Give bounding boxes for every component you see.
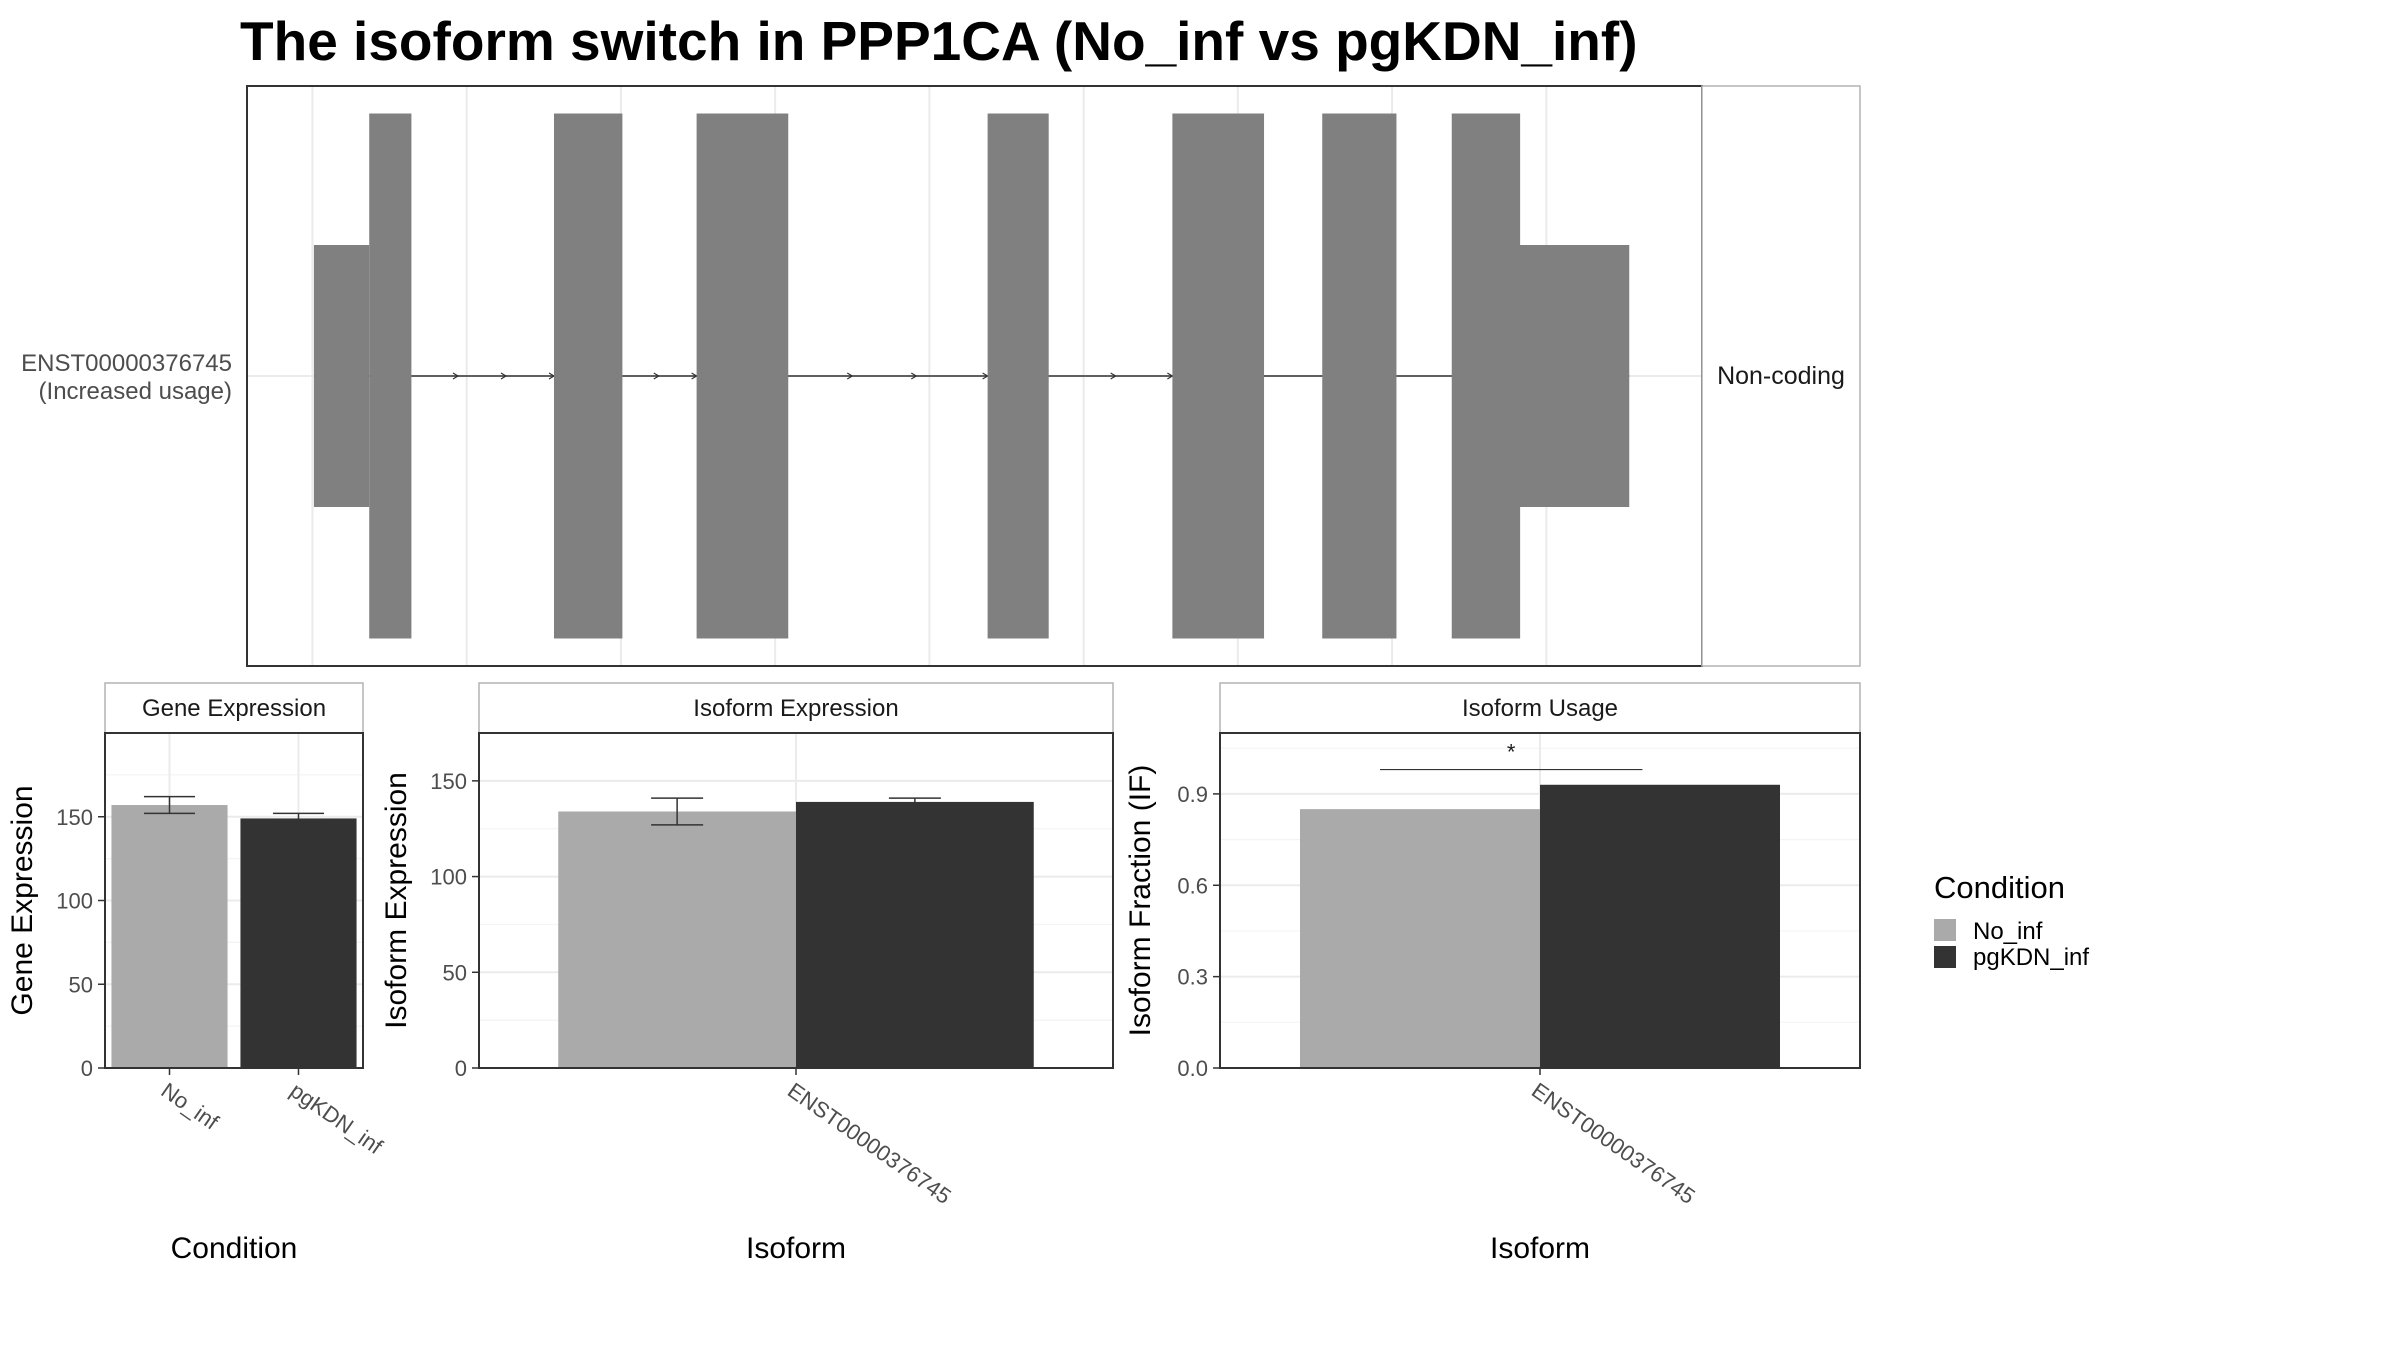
legend-swatch-no-inf (1934, 919, 1956, 941)
isoform-bar-no-inf (558, 811, 796, 1068)
gene-strip (104, 682, 364, 734)
utr-segment-0 (313, 245, 370, 507)
isoform-usage-panel: Isoform Usage 0.0 0.3 0.6 0.9 ENST00000376745… (1124, 682, 1861, 1265)
isoform-plot-border (478, 732, 1114, 1069)
usage-xtick-label-0: ENST00000376745 (1527, 1078, 1700, 1209)
cds-exon-0 (369, 113, 412, 639)
legend: Condition No_inf pgKDN_inf (1934, 870, 2089, 971)
legend-title: Condition (1934, 870, 2065, 905)
isoform-ytick-label-0: 0 (455, 1056, 467, 1081)
usage-x-axis-title: Isoform (1490, 1232, 1590, 1265)
figure-title: The isoform switch in PPP1CA (No_inf vs … (240, 10, 1638, 72)
isoform-x-axis-title: Isoform (746, 1232, 846, 1265)
gene-y-axis-title: Gene Expression (6, 785, 39, 1015)
usage-ytick-label-0: 0.0 (1177, 1056, 1208, 1081)
cds-exon-6 (1451, 113, 1521, 639)
intron-arrow-3 (653, 372, 660, 380)
gene-bar-pgkdn-inf (240, 818, 357, 1068)
gene-errorbar-pgkdn-inf (272, 812, 325, 825)
isoform-xtick-label-0: ENST00000376745 (783, 1078, 956, 1209)
isoform-ytick-label-2: 100 (430, 865, 467, 890)
isoform-strip-label: Isoform Expression (693, 695, 898, 722)
gene-ytick-label-0: 0 (81, 1056, 93, 1081)
usage-strip-label: Isoform Usage (1462, 695, 1618, 722)
gene-errorbar-no-inf (143, 795, 196, 815)
cds-exon-2 (696, 113, 789, 639)
intron-arrow-6 (910, 372, 918, 380)
facet-label-noncoding: Non-coding (1717, 362, 1845, 390)
usage-plot-border (1219, 732, 1861, 1069)
gene-x-axis-title: Condition (171, 1232, 298, 1265)
gene-xtick-label-0: No_inf (157, 1078, 224, 1135)
gene-expression-panel: Gene Expression 0 50 100 150 No_inf pgKDN_inf C… (6, 682, 388, 1265)
usage-significance-label: * (1507, 740, 1516, 765)
isoform-strip (478, 682, 1114, 734)
usage-y-axis-title: Isoform Fraction (IF) (1124, 765, 1157, 1037)
legend-label-pgkdn-inf: pgKDN_inf (1973, 944, 2089, 971)
usage-ytick-label-3: 0.9 (1177, 782, 1208, 807)
transcript-id-label: ENST00000376745 (21, 350, 232, 377)
gene-ytick-label-3: 150 (56, 805, 93, 830)
isoform-errorbar-pgkdn-inf (888, 797, 941, 807)
gene-xtick-label-1: pgKDN_inf (286, 1078, 388, 1160)
usage-bar-no-inf (1300, 809, 1540, 1068)
cds-exon-1 (554, 113, 623, 639)
legend-swatch-pgkdn-inf (1934, 946, 1956, 968)
intron-arrow-8 (1110, 372, 1117, 380)
transcript-usage-label: (Increased usage) (39, 378, 232, 405)
legend-label-no-inf: No_inf (1973, 918, 2043, 945)
isoform-ytick-label-1: 50 (443, 960, 467, 985)
intron-arrow-5 (846, 372, 854, 380)
gene-plot-border (104, 732, 364, 1069)
isoform-bar-pgkdn-inf (796, 801, 1034, 1068)
gene-ytick-label-2: 100 (56, 889, 93, 914)
transcript-structure-panel: Non-coding ENST00000376745 (Increased us… (21, 85, 1861, 667)
intron-arrow-1 (500, 372, 508, 380)
isoform-errorbar-no-inf (651, 797, 704, 826)
usage-ytick-label-1: 0.3 (1177, 965, 1208, 990)
cds-exon-3 (987, 113, 1049, 639)
facet-strip-right (1701, 85, 1861, 667)
cds-exon-4 (1172, 113, 1265, 639)
gene-ytick-label-1: 50 (69, 972, 93, 997)
intron-arrow-0 (452, 372, 460, 380)
isoform-expression-panel: Isoform Expression 0 50 100 150 ENST000003767… (380, 682, 1114, 1265)
isoform-y-axis-title: Isoform Expression (380, 772, 413, 1029)
utr-segment-1 (1512, 245, 1630, 507)
structure-marks (313, 113, 1630, 639)
gene-bar-no-inf (111, 805, 228, 1068)
cds-exon-5 (1322, 113, 1397, 639)
isoform-ytick-label-3: 150 (430, 769, 467, 794)
usage-ytick-label-2: 0.6 (1177, 873, 1208, 898)
usage-bar-pgkdn-inf (1540, 784, 1780, 1068)
gene-strip-label: Gene Expression (142, 695, 326, 722)
